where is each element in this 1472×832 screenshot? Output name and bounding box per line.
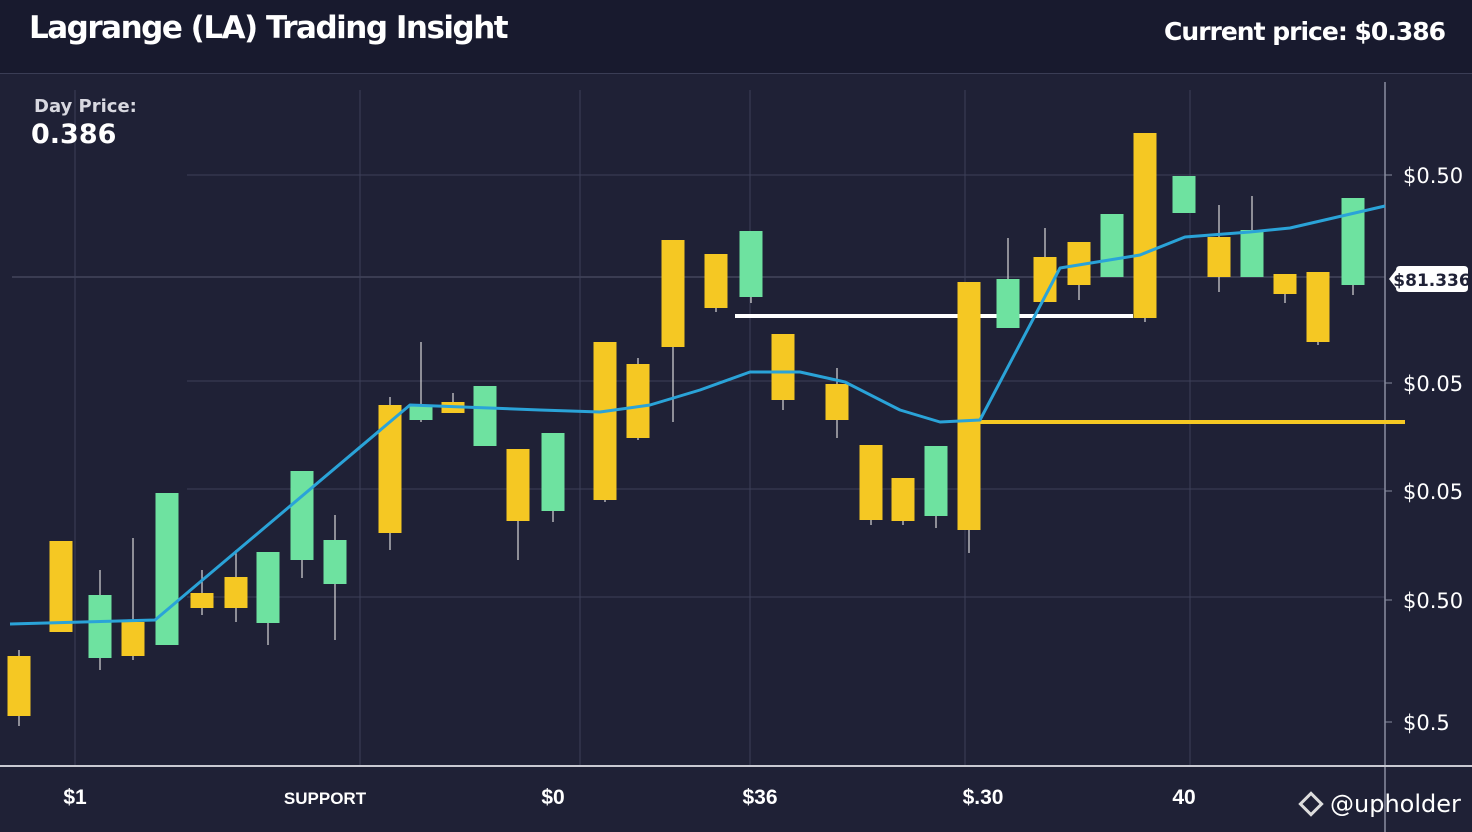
day-price-label: Day Price:	[34, 96, 137, 117]
candle-bullish	[323, 540, 347, 584]
x-tick-label: $0	[541, 786, 564, 809]
x-tick-label: $36	[742, 786, 777, 809]
candle-bearish	[626, 364, 650, 438]
candle-bearish	[1273, 274, 1297, 294]
page-title: Lagrange (LA) Trading Insight	[29, 10, 509, 46]
watermark-text: @upholder	[1330, 790, 1461, 818]
candle-bearish	[1207, 237, 1231, 277]
y-tick-label: $0.5	[1403, 711, 1450, 735]
candle-bullish	[1240, 230, 1264, 277]
candle-bearish	[1133, 133, 1157, 318]
x-tick-label: $1	[63, 786, 87, 809]
y-tick-label: $0.05	[1403, 480, 1463, 504]
candle-bearish	[224, 577, 248, 608]
candle-bearish	[825, 384, 849, 420]
day-price-value: 0.386	[31, 119, 117, 150]
candle-bearish	[7, 656, 31, 716]
y-tick-label: $0.05	[1403, 372, 1463, 396]
x-tick-label: SUPPORT	[284, 789, 367, 808]
header: Lagrange (LA) Trading Insight Current pr…	[0, 0, 1472, 74]
candle-bullish	[1341, 198, 1365, 285]
candle-bullish	[473, 386, 497, 446]
candle-bearish	[704, 254, 728, 308]
candle-bearish	[121, 622, 145, 656]
candle-bearish	[859, 445, 883, 520]
candle-bearish	[1306, 272, 1330, 342]
candle-bearish	[593, 342, 617, 500]
candle-bullish	[409, 406, 433, 420]
candle-bearish	[506, 449, 530, 521]
moving-average-line	[9, 204, 1386, 626]
candle-bearish	[49, 541, 73, 632]
candle-bearish	[378, 405, 402, 533]
candle-bearish	[190, 593, 214, 608]
candle-bullish	[1100, 214, 1124, 277]
current-price: Current price: $0.386	[1164, 17, 1446, 46]
logo-icon	[1298, 791, 1324, 817]
candle-bullish	[290, 471, 314, 560]
candle-bullish	[88, 595, 112, 658]
candle-bullish	[155, 493, 179, 645]
price-tag-label: $81.336	[1393, 271, 1470, 291]
x-tick-label: $.30	[963, 786, 1004, 809]
candle-bullish	[541, 433, 565, 511]
candle-bearish	[771, 334, 795, 400]
candle-bullish	[739, 231, 763, 297]
candle-bearish	[661, 240, 685, 347]
price-tag	[1389, 266, 1468, 292]
candle-bearish	[1033, 257, 1057, 302]
candle-bullish	[996, 279, 1020, 328]
x-tick-label: 40	[1172, 786, 1195, 809]
y-tick-label: $0.50	[1403, 164, 1463, 188]
candle-bullish	[924, 446, 948, 516]
candle-bearish	[891, 478, 915, 521]
y-tick-label: $0.50	[1403, 589, 1463, 613]
watermark: @upholder	[1298, 790, 1461, 818]
candle-bullish	[1172, 176, 1196, 213]
candle-bearish	[957, 282, 981, 530]
candle-bullish	[256, 552, 280, 623]
